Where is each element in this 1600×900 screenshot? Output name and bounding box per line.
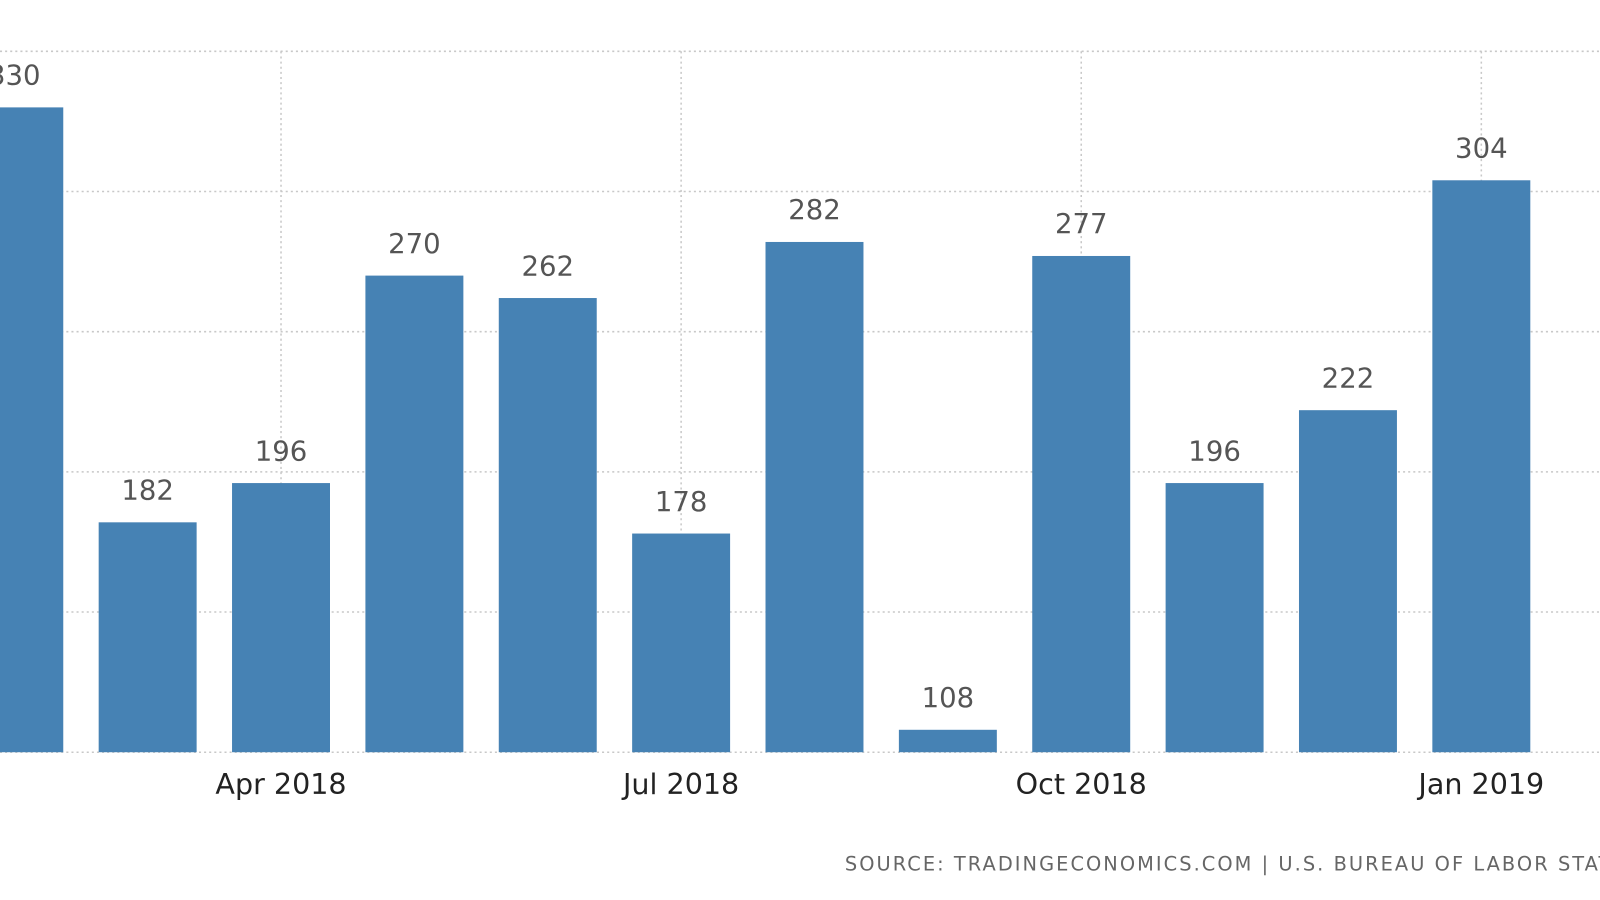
value-label: 262	[521, 249, 574, 282]
value-label: 196	[255, 434, 308, 467]
value-label: 304	[1455, 131, 1508, 164]
bar	[1165, 483, 1264, 753]
value-label: 196	[1188, 434, 1241, 467]
value-label: 282	[788, 193, 841, 226]
value-label: 270	[388, 227, 441, 260]
x-tick-label: Oct 2018	[1016, 767, 1147, 801]
bar	[1032, 255, 1131, 753]
source-note: SOURCE: TRADINGECONOMICS.COM | U.S. BURE…	[845, 853, 1600, 876]
bar	[1298, 410, 1397, 753]
bar	[365, 275, 464, 753]
x-tick-label: Apr 2018	[215, 767, 346, 801]
x-tick-label: Jan 2019	[1416, 767, 1544, 801]
value-label: 222	[1322, 361, 1375, 394]
bar	[1432, 180, 1531, 753]
bar	[632, 533, 731, 753]
bar	[0, 107, 64, 753]
bar	[765, 241, 864, 753]
value-label: 330	[0, 59, 41, 92]
bar	[898, 729, 997, 753]
value-label: 277	[1055, 207, 1108, 240]
value-label: 108	[922, 681, 975, 714]
bar	[98, 522, 197, 753]
bar	[498, 298, 597, 753]
value-label: 178	[655, 485, 708, 518]
bar	[232, 483, 330, 753]
x-tick-label: Jul 2018	[621, 767, 739, 801]
value-label: 182	[121, 473, 174, 506]
